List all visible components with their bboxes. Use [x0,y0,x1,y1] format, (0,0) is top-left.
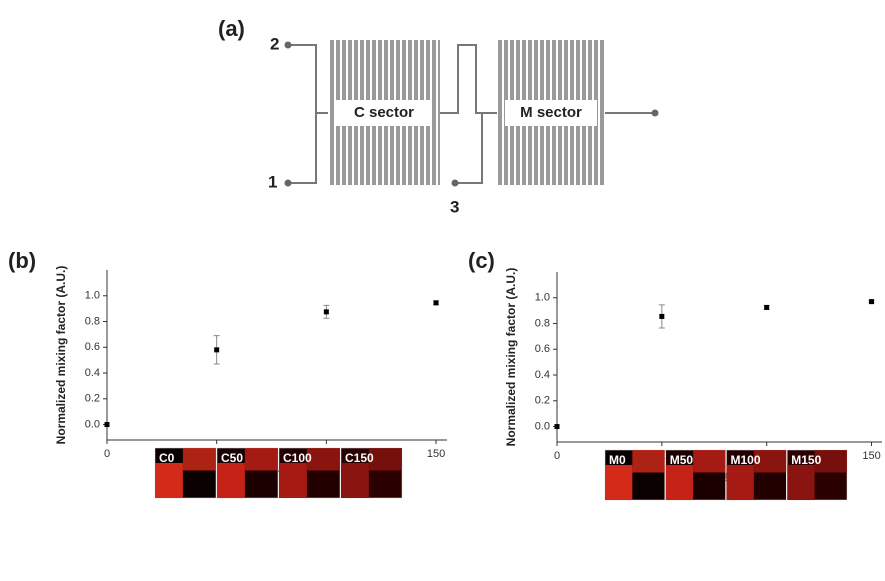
point [659,314,664,319]
sector-label: C sector [354,104,414,121]
sector-label: M sector [520,104,582,121]
y-tick-label: 1.0 [535,292,550,304]
panel-label: (c) [468,248,495,273]
inset-label: C150 [345,451,374,465]
inset-stream [666,465,693,500]
inset-stream [632,450,664,473]
chart: (b)0.00.20.40.60.81.0050100150Linear len… [8,248,447,498]
port-label: 3 [450,197,459,216]
figure: (a) C sector M sector 2 1 3 (b) 0.0 0.2 0.4… [0,0,885,581]
inset-stream [307,448,340,471]
y-axis-title: Normalized mixing factor (A.U.) [54,266,68,445]
inset-stream [183,448,216,471]
point [105,422,110,427]
y-tick-label: 0.0 [535,420,550,432]
inset-label: M50 [670,453,694,467]
x-tick-label: 0 [104,448,110,460]
y-tick-label: 0.6 [535,343,550,355]
panel-label: (b) [8,248,36,273]
inset-stream [155,463,183,498]
inset-stream [245,448,278,471]
x-tick-label: 150 [862,450,880,462]
inset-stream [279,463,307,498]
inset-label: M0 [609,453,626,467]
y-tick-label: 0.8 [85,315,100,327]
inset-label: C0 [159,451,175,465]
point [555,424,560,429]
y-tick-label: 0.4 [535,369,550,381]
y-axis-title: Normalized mixing factor (A.U.) [504,268,518,447]
inset-label: M150 [791,453,821,467]
point [764,305,769,310]
point [869,299,874,304]
y-tick-label: 0.2 [85,393,100,405]
y-tick-label: 0.2 [535,395,550,407]
panel-label: (a) [218,16,245,41]
x-tick-label: 150 [427,448,445,460]
x-tick-label: 0 [554,450,560,462]
axis-line [107,270,447,440]
inset-label: C100 [283,451,312,465]
port-label: 1 [268,172,277,191]
inset-stream [369,448,402,471]
y-tick-label: 0.4 [85,367,100,379]
chart: (c)0.00.20.40.60.81.0050100150Linear len… [468,248,882,500]
inset-stream [217,463,245,498]
y-tick-label: 0.0 [85,418,100,430]
inset-label: M100 [731,453,761,467]
y-tick-label: 1.0 [85,290,100,302]
microchannel-diagram: (a) C sector M sector 2 1 3 [218,16,659,217]
inset-stream [693,450,725,473]
axis-line [557,272,882,442]
y-tick-label: 0.6 [85,341,100,353]
inset-stream [787,465,814,500]
inset-stream [727,465,754,500]
inset-label: C50 [221,451,243,465]
point [434,300,439,305]
inset-stream [341,463,369,498]
point [214,347,219,352]
point [324,309,329,314]
y-tick-label: 0.8 [535,317,550,329]
inset-stream [605,465,632,500]
port-label: 2 [270,34,279,53]
